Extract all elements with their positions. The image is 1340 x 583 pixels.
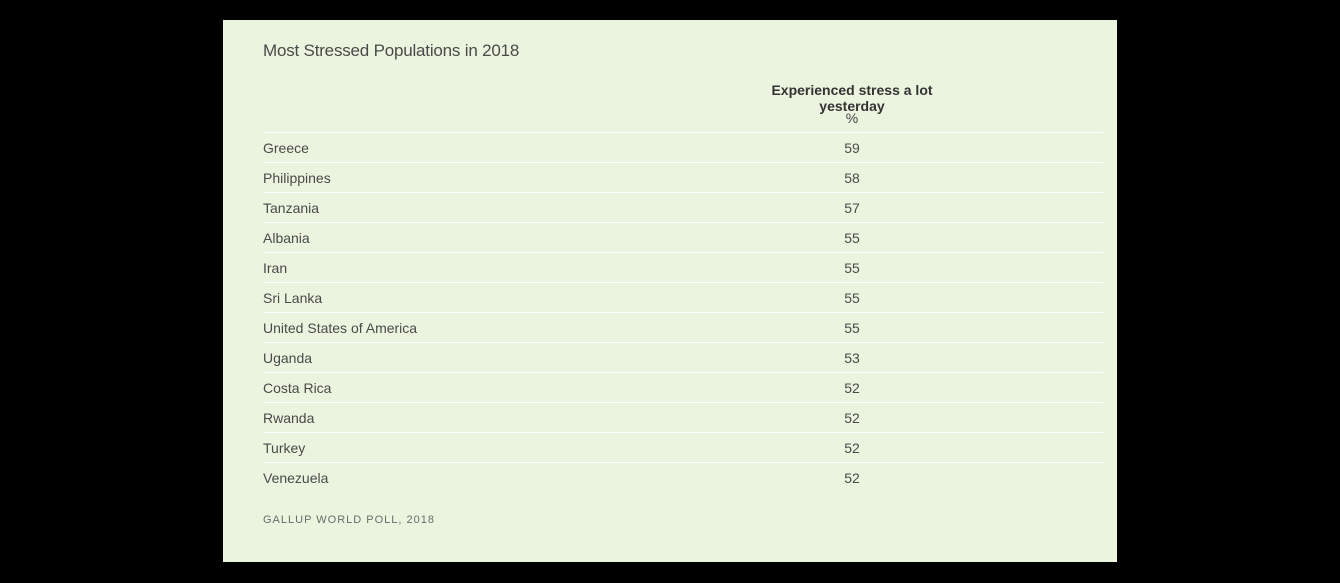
table-row: Tanzania 57 (263, 193, 1103, 223)
stress-value: 59 (844, 140, 860, 156)
stress-value: 52 (844, 410, 860, 426)
country-label: Costa Rica (263, 380, 332, 396)
stress-value: 53 (844, 350, 860, 366)
stress-value: 52 (844, 470, 860, 486)
country-label: Rwanda (263, 410, 315, 426)
table-row: Costa Rica 52 (263, 373, 1103, 403)
table-row: United States of America 55 (263, 313, 1103, 343)
table-body: Greece 59 Philippines 58 Tanzania 57 Albania 55… (263, 133, 1103, 492)
country-label: Tanzania (263, 200, 320, 216)
table-row: Venezuela 52 (263, 463, 1103, 492)
country-label: Sri Lanka (263, 290, 323, 306)
table-row: Greece 59 (263, 133, 1103, 163)
table-row: Uganda 53 (263, 343, 1103, 373)
table-row: Philippines 58 (263, 163, 1103, 193)
country-label: United States of America (263, 320, 418, 336)
table-row: Iran 55 (263, 253, 1103, 283)
chart-panel: Most Stressed Populations in 2018 Experi… (223, 20, 1117, 562)
stress-value: 58 (844, 170, 860, 186)
stress-value: 55 (844, 260, 860, 276)
table-row: Rwanda 52 (263, 403, 1103, 433)
country-label: Venezuela (263, 470, 329, 486)
stress-value: 55 (844, 230, 860, 246)
stress-value: 52 (844, 440, 860, 456)
table-row: Albania 55 (263, 223, 1103, 253)
country-label: Albania (263, 230, 310, 246)
stress-value: 52 (844, 380, 860, 396)
table-row: Turkey 52 (263, 433, 1103, 463)
unit-label: % (845, 110, 859, 126)
stress-value: 55 (844, 320, 860, 336)
country-label: Greece (263, 140, 309, 156)
column-header: Experienced stress a lot yesterday (771, 82, 933, 114)
stress-value: 57 (844, 200, 860, 216)
source-note: GALLUP WORLD POLL, 2018 (263, 514, 435, 526)
country-label: Turkey (263, 440, 306, 456)
country-label: Uganda (263, 350, 313, 366)
chart-title: Most Stressed Populations in 2018 (263, 41, 520, 60)
header-divider (263, 132, 1103, 133)
stress-value: 55 (844, 290, 860, 306)
table-row: Sri Lanka 55 (263, 283, 1103, 313)
country-label: Iran (263, 260, 288, 276)
country-label: Philippines (263, 170, 331, 186)
